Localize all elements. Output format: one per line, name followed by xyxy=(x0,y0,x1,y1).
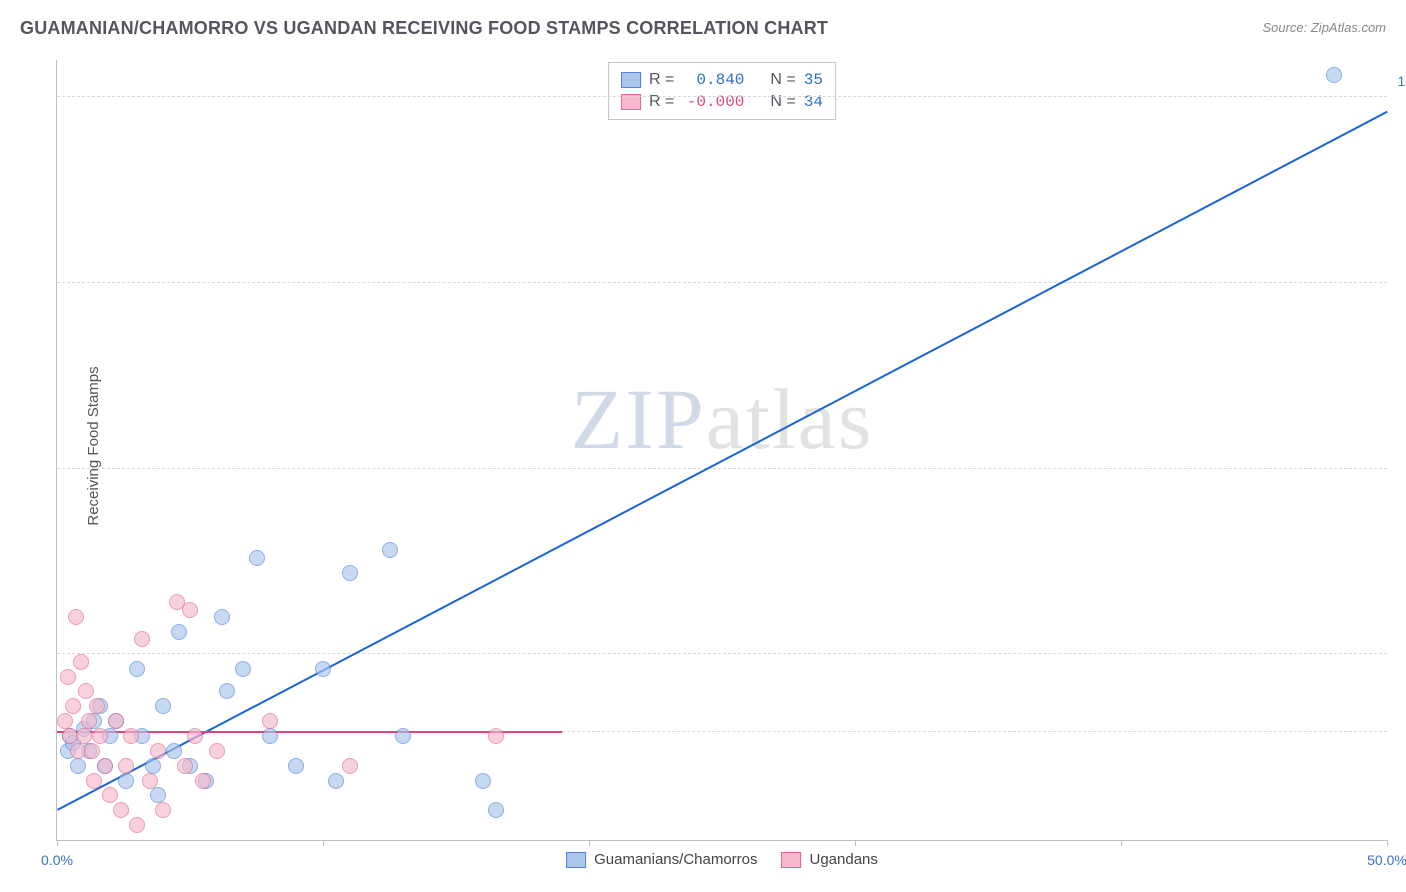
data-point xyxy=(342,565,358,581)
data-point xyxy=(342,758,358,774)
data-point xyxy=(65,698,81,714)
y-tick-label: 75.0% xyxy=(1393,259,1406,275)
data-point xyxy=(123,728,139,744)
data-point xyxy=(145,758,161,774)
n-label: N = xyxy=(770,69,795,91)
data-point xyxy=(78,683,94,699)
data-point xyxy=(68,609,84,625)
data-point xyxy=(118,758,134,774)
trend-line xyxy=(57,111,1388,811)
data-point xyxy=(102,787,118,803)
legend-row: R = 0.840 N = 35 xyxy=(621,69,823,91)
data-point xyxy=(177,758,193,774)
data-point xyxy=(150,787,166,803)
data-point xyxy=(84,743,100,759)
r-label: R = xyxy=(649,91,674,113)
gridline xyxy=(57,653,1387,654)
data-point xyxy=(171,624,187,640)
data-point xyxy=(108,713,124,729)
data-point xyxy=(214,609,230,625)
legend-label: Guamanians/Chamorros xyxy=(594,851,757,868)
gridline xyxy=(57,282,1387,283)
series-legend: Guamanians/Chamorros Ugandans xyxy=(566,851,878,868)
data-point xyxy=(129,661,145,677)
r-label: R = xyxy=(649,69,674,91)
data-point xyxy=(382,542,398,558)
data-point xyxy=(118,773,134,789)
data-point xyxy=(195,773,211,789)
data-point xyxy=(328,773,344,789)
x-tick-label: 50.0% xyxy=(1367,852,1406,868)
data-point xyxy=(182,602,198,618)
x-tick-mark xyxy=(1121,840,1122,846)
data-point xyxy=(219,683,235,699)
data-point xyxy=(235,661,251,677)
data-point xyxy=(70,758,86,774)
n-label: N = xyxy=(770,91,795,113)
data-point xyxy=(315,661,331,677)
data-point xyxy=(60,669,76,685)
x-tick-mark xyxy=(1387,840,1388,846)
data-point xyxy=(475,773,491,789)
source-label: Source: ZipAtlas.com xyxy=(1262,20,1386,35)
n-value: 34 xyxy=(804,91,823,113)
gridline xyxy=(57,96,1387,97)
data-point xyxy=(488,802,504,818)
data-point xyxy=(73,654,89,670)
data-point xyxy=(262,713,278,729)
legend-row: R = -0.000 N = 34 xyxy=(621,91,823,113)
data-point xyxy=(76,728,92,744)
x-tick-label: 0.0% xyxy=(41,852,73,868)
x-tick-mark xyxy=(57,840,58,846)
data-point xyxy=(86,773,102,789)
correlation-legend: R = 0.840 N = 35 R = -0.000 N = 34 xyxy=(608,62,836,120)
data-point xyxy=(92,728,108,744)
data-point xyxy=(113,802,129,818)
data-point xyxy=(97,758,113,774)
x-tick-mark xyxy=(323,840,324,846)
data-point xyxy=(57,713,73,729)
r-value: 0.840 xyxy=(682,69,744,91)
data-point xyxy=(155,698,171,714)
y-tick-label: 50.0% xyxy=(1393,445,1406,461)
data-point xyxy=(155,802,171,818)
legend-label: Ugandans xyxy=(810,851,878,868)
scatter-plot: ZIPatlas R =0.840N =35R =-0.000N =34 Gua… xyxy=(56,60,1387,841)
data-point xyxy=(150,743,166,759)
data-point xyxy=(187,728,203,744)
watermark: ZIPatlas xyxy=(571,369,874,469)
data-point xyxy=(395,728,411,744)
legend-swatch xyxy=(621,72,641,88)
data-point xyxy=(1326,67,1342,83)
y-tick-label: 100.0% xyxy=(1393,73,1406,89)
legend-item: Ugandans xyxy=(782,851,878,868)
x-tick-mark xyxy=(589,840,590,846)
r-value: -0.000 xyxy=(682,91,744,113)
data-point xyxy=(209,743,225,759)
chart-title: GUAMANIAN/CHAMORRO VS UGANDAN RECEIVING … xyxy=(20,18,828,39)
data-point xyxy=(166,743,182,759)
watermark-zip: ZIP xyxy=(571,371,706,467)
data-point xyxy=(81,713,97,729)
data-point xyxy=(262,728,278,744)
legend-swatch xyxy=(782,852,802,868)
data-point xyxy=(142,773,158,789)
gridline xyxy=(57,468,1387,469)
y-tick-label: 25.0% xyxy=(1393,630,1406,646)
data-point xyxy=(89,698,105,714)
data-point xyxy=(288,758,304,774)
data-point xyxy=(249,550,265,566)
n-value: 35 xyxy=(804,69,823,91)
data-point xyxy=(488,728,504,744)
legend-item: Guamanians/Chamorros xyxy=(566,851,757,868)
watermark-atlas: atlas xyxy=(706,371,874,467)
legend-swatch xyxy=(566,852,586,868)
x-tick-mark xyxy=(855,840,856,846)
data-point xyxy=(129,817,145,833)
trend-line-dashed xyxy=(562,731,1387,732)
data-point xyxy=(134,631,150,647)
